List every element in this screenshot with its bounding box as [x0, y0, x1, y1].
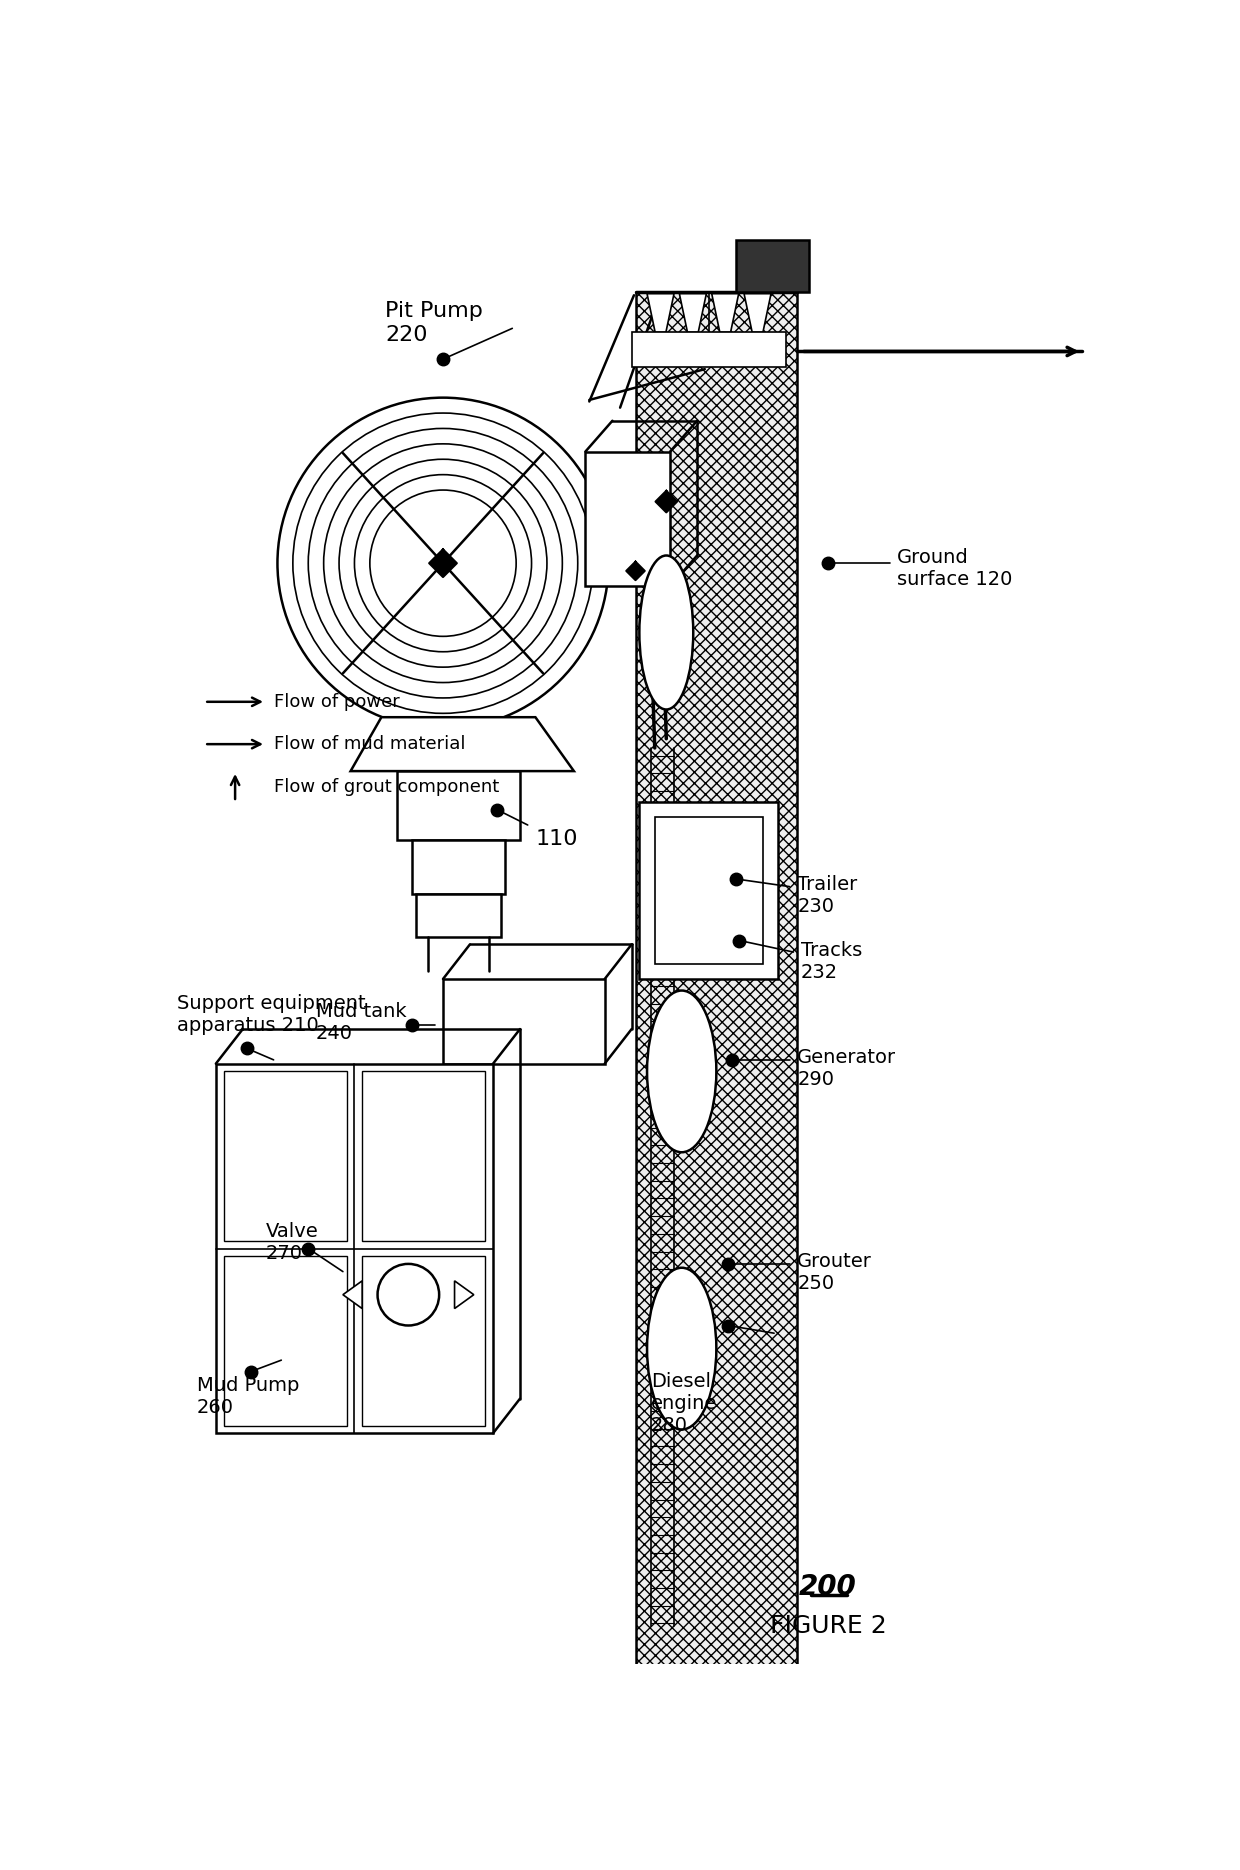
Polygon shape [680, 294, 707, 333]
Polygon shape [647, 294, 675, 333]
Polygon shape [343, 1281, 362, 1309]
Bar [640, 802, 777, 980]
Polygon shape [429, 550, 456, 578]
Polygon shape [656, 490, 677, 512]
Bar [397, 770, 520, 840]
Bar [417, 894, 501, 937]
Text: Support equipment
apparatus 210: Support equipment apparatus 210 [177, 995, 366, 1036]
Text: Generator
290: Generator 290 [797, 1049, 897, 1090]
Text: FIGURE 2: FIGURE 2 [770, 1614, 887, 1638]
Bar [635, 292, 797, 1664]
Text: Tracks
232: Tracks 232 [801, 941, 862, 982]
Polygon shape [744, 294, 771, 333]
Polygon shape [455, 1281, 474, 1309]
Circle shape [377, 1264, 439, 1326]
Text: Flow of mud material: Flow of mud material [274, 735, 465, 754]
Ellipse shape [647, 1268, 717, 1429]
Text: Grouter
250: Grouter 250 [797, 1253, 872, 1294]
Bar [655, 817, 763, 963]
Ellipse shape [647, 991, 717, 1152]
Polygon shape [626, 561, 645, 580]
Text: Pit Pump
220: Pit Pump 220 [386, 301, 484, 344]
Text: 200: 200 [799, 1573, 857, 1601]
Bar [585, 451, 670, 587]
Bar [362, 1072, 485, 1242]
Bar [631, 333, 786, 367]
Bar [443, 980, 605, 1064]
Bar [223, 1072, 347, 1242]
Bar [216, 1064, 494, 1432]
Bar [362, 1257, 485, 1425]
Text: Mud Pump
260: Mud Pump 260 [197, 1376, 299, 1417]
Bar [223, 1257, 347, 1425]
Text: 110: 110 [536, 828, 578, 849]
Text: Mud tank
240: Mud tank 240 [316, 1002, 407, 1043]
Text: Diesel
engine
280: Diesel engine 280 [651, 1373, 717, 1434]
Text: Valve
270: Valve 270 [265, 1221, 319, 1262]
Bar [412, 840, 505, 894]
Polygon shape [712, 294, 739, 333]
Ellipse shape [640, 555, 693, 709]
Text: Ground
surface 120: Ground surface 120 [898, 548, 1013, 589]
Polygon shape [351, 718, 574, 770]
Bar [735, 239, 808, 292]
Text: Flow of grout component: Flow of grout component [274, 778, 498, 795]
Text: Trailer
230: Trailer 230 [797, 875, 857, 916]
Text: Flow of power: Flow of power [274, 692, 399, 711]
